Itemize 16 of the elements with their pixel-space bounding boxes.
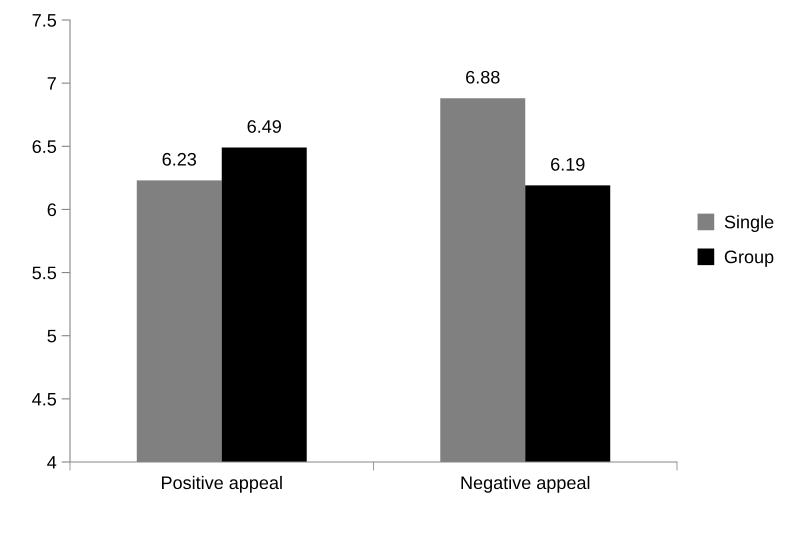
x-tick-label: Positive appeal xyxy=(162,476,282,493)
y-tick-label: 7 xyxy=(48,77,56,90)
data-label: 6.23 xyxy=(162,152,196,166)
legend-label: Group xyxy=(724,250,774,267)
y-tick-label: 4.5 xyxy=(32,392,56,406)
x-tick-label: Negative appeal xyxy=(461,476,590,493)
y-tick-label: 6.5 xyxy=(32,140,56,154)
y-tick-label: 7.5 xyxy=(32,14,56,27)
y-tick-label: 4 xyxy=(47,456,56,469)
y-tick-label: 6 xyxy=(48,203,56,216)
legend-label: Single xyxy=(724,215,774,232)
data-label: 6.49 xyxy=(248,120,281,133)
data-label: 6.88 xyxy=(466,70,500,84)
data-label: 6.19 xyxy=(551,158,584,171)
y-tick-label: 5 xyxy=(47,330,56,342)
y-tick-label: 5.5 xyxy=(32,266,56,280)
